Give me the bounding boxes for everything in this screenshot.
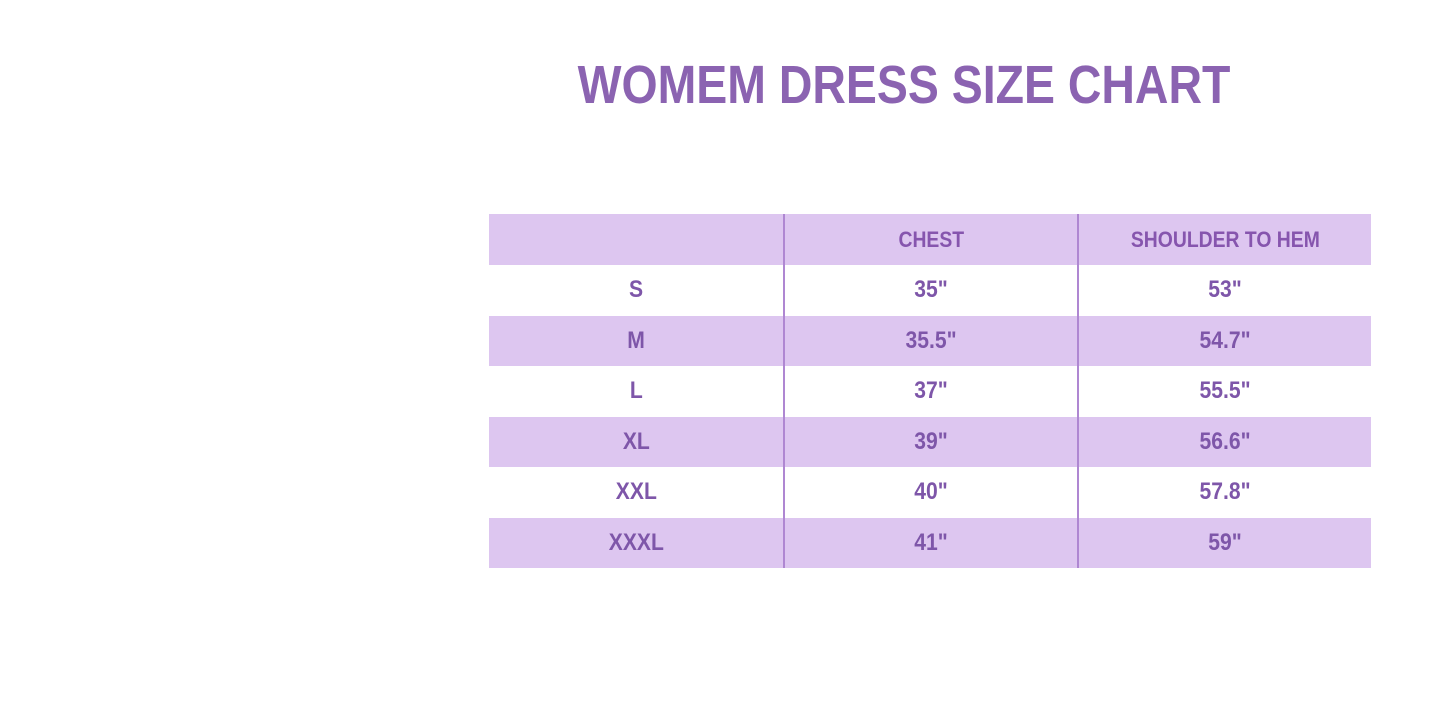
table-row: XXL 40" 57.8" [489, 467, 1371, 518]
table-row: M 35.5" 54.7" [489, 315, 1371, 367]
chest-value: 35" [914, 276, 948, 304]
table-header-row: CHEST SHOULDER TO HEM [489, 214, 1371, 265]
chest-value: 41" [914, 528, 948, 556]
shoulder-to-hem-cell: 53" [1077, 265, 1371, 316]
size-cell: XXL [489, 467, 783, 518]
header-cell-shoulder-to-hem: SHOULDER TO HEM [1077, 214, 1371, 265]
chest-cell: 41" [783, 517, 1077, 568]
size-cell: XL [489, 417, 783, 468]
size-label: XXL [615, 478, 657, 506]
size-cell: S [489, 265, 783, 316]
shoulder-to-hem-value: 56.6" [1199, 427, 1251, 455]
shoulder-to-hem-value: 55.5" [1199, 377, 1251, 405]
shoulder-to-hem-cell: 59" [1077, 517, 1371, 568]
size-cell: L [489, 366, 783, 417]
header-cell-chest: CHEST [783, 214, 1077, 265]
shoulder-to-hem-cell: 54.7" [1077, 315, 1371, 366]
chest-value: 35.5" [905, 326, 957, 354]
page-title: WOMEM DRESS SIZE CHART [577, 55, 1231, 115]
chest-cell: 35" [783, 265, 1077, 316]
table-row: S 35" 53" [489, 265, 1371, 316]
size-label: L [629, 377, 643, 405]
table-row: L 37" 55.5" [489, 366, 1371, 417]
size-label: XL [622, 427, 650, 455]
shoulder-to-hem-value: 54.7" [1199, 326, 1251, 354]
chest-cell: 39" [783, 416, 1077, 467]
size-label: M [627, 326, 645, 354]
shoulder-to-hem-value: 59" [1208, 528, 1242, 556]
shoulder-to-hem-value: 53" [1208, 276, 1242, 304]
shoulder-to-hem-cell: 55.5" [1077, 366, 1371, 417]
table-row: XL 39" 56.6" [489, 416, 1371, 468]
chest-value: 37" [914, 377, 948, 405]
header-chest-label: CHEST [898, 226, 964, 252]
chest-cell: 37" [783, 366, 1077, 417]
chest-cell: 35.5" [783, 315, 1077, 366]
chest-value: 40" [914, 478, 948, 506]
size-label: S [628, 276, 644, 304]
chest-cell: 40" [783, 467, 1077, 518]
chest-value: 39" [914, 427, 948, 455]
header-cell-size [489, 214, 783, 265]
shoulder-to-hem-cell: 56.6" [1077, 416, 1371, 467]
size-table: CHEST SHOULDER TO HEM S 35" 53" M 35.5" [489, 214, 1371, 568]
size-cell: M [489, 316, 783, 367]
shoulder-to-hem-value: 57.8" [1199, 478, 1251, 506]
size-cell: XXXL [489, 518, 783, 569]
size-label: XXXL [608, 528, 664, 556]
header-shoulder-to-hem-label: SHOULDER TO HEM [1130, 226, 1320, 252]
shoulder-to-hem-cell: 57.8" [1077, 467, 1371, 518]
table-row: XXXL 41" 59" [489, 517, 1371, 569]
